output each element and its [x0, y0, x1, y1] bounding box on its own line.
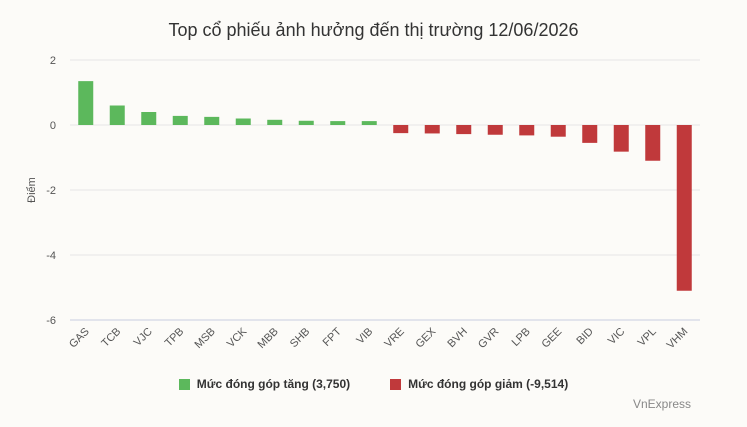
y-axis-title: Điểm: [26, 177, 38, 203]
bar-gvr[interactable]: [487, 125, 503, 135]
x-tick-label-shb: SHB: [288, 326, 312, 350]
x-tick-label-vib: VIB: [354, 326, 375, 347]
y-tick-label: 0: [50, 120, 56, 132]
x-tick-label-tcb: TCB: [99, 326, 123, 350]
bar-gee[interactable]: [550, 125, 566, 137]
bars: [78, 81, 692, 291]
x-tick-label-vre: VRE: [382, 326, 406, 350]
bar-gex[interactable]: [424, 125, 440, 134]
legend-item-increase[interactable]: Mức đóng góp tăng (3,750): [178, 377, 351, 391]
x-tick-label-gas: GAS: [67, 326, 92, 351]
legend-swatch-increase: [178, 378, 190, 390]
x-tick-label-msb: MSB: [193, 326, 218, 351]
bar-shb[interactable]: [298, 120, 314, 125]
x-tick-label-vpl: VPL: [636, 326, 659, 349]
x-tick-label-bid: BID: [574, 326, 595, 347]
legend-label-increase: Mức đóng góp tăng (3,750): [196, 377, 351, 391]
legend-label-decrease: Mức đóng góp giảm (-9,514): [408, 377, 569, 391]
bar-mbb[interactable]: [267, 119, 283, 125]
bar-bid[interactable]: [582, 125, 598, 143]
x-tick-label-tpb: TPB: [163, 326, 187, 350]
credit-text: VnExpress: [632, 397, 691, 411]
bar-vpl[interactable]: [645, 125, 661, 161]
grid-lines: [70, 59, 700, 321]
x-axis-ticks: GAS TCB VJC TPB MSB VCK MBB SHB FPT VIB VRE GEX BVH G…: [67, 325, 690, 351]
x-tick-label-gvr: GVR: [476, 326, 501, 351]
x-tick-label-mbb: MBB: [256, 326, 281, 351]
y-tick-label: -2: [46, 185, 56, 197]
bar-fpt[interactable]: [330, 121, 346, 125]
bar-tcb[interactable]: [109, 105, 125, 126]
x-tick-label-vhm: VHM: [665, 326, 691, 352]
x-tick-label-lpb: LPB: [510, 326, 533, 349]
y-axis-ticks: 2 0 -2 -4 -6: [46, 55, 56, 327]
bar-vck[interactable]: [235, 118, 251, 126]
bar-vhm[interactable]: [676, 125, 692, 291]
x-tick-label-vck: VCK: [225, 325, 250, 350]
chart-title: Top cổ phiếu ảnh hưởng đến thị trường 12…: [168, 20, 579, 40]
bar-msb[interactable]: [204, 116, 220, 125]
legend: Mức đóng góp tăng (3,750) Mức đóng góp g…: [0, 377, 747, 391]
bar-vjc[interactable]: [141, 112, 157, 125]
x-tick-label-gee: GEE: [539, 326, 564, 351]
x-tick-label-fpt: FPT: [321, 325, 344, 348]
bar-vre[interactable]: [393, 125, 409, 134]
x-tick-label-vic: VIC: [606, 326, 627, 347]
bar-lpb[interactable]: [519, 125, 535, 136]
bar-tpb[interactable]: [172, 115, 188, 125]
y-tick-label: -6: [46, 315, 56, 327]
bar-vic[interactable]: [613, 125, 629, 152]
y-tick-label: -4: [46, 250, 56, 262]
bar-bvh[interactable]: [456, 125, 472, 135]
legend-swatch-decrease: [390, 378, 402, 390]
bar-gas[interactable]: [78, 81, 94, 125]
y-tick-label: 2: [50, 55, 56, 67]
legend-item-decrease[interactable]: Mức đóng góp giảm (-9,514): [390, 377, 568, 391]
x-tick-label-vjc: VJC: [132, 326, 155, 349]
x-tick-label-gex: GEX: [413, 325, 438, 350]
x-tick-label-bvh: BVH: [445, 326, 470, 351]
bar-vib[interactable]: [361, 121, 377, 125]
